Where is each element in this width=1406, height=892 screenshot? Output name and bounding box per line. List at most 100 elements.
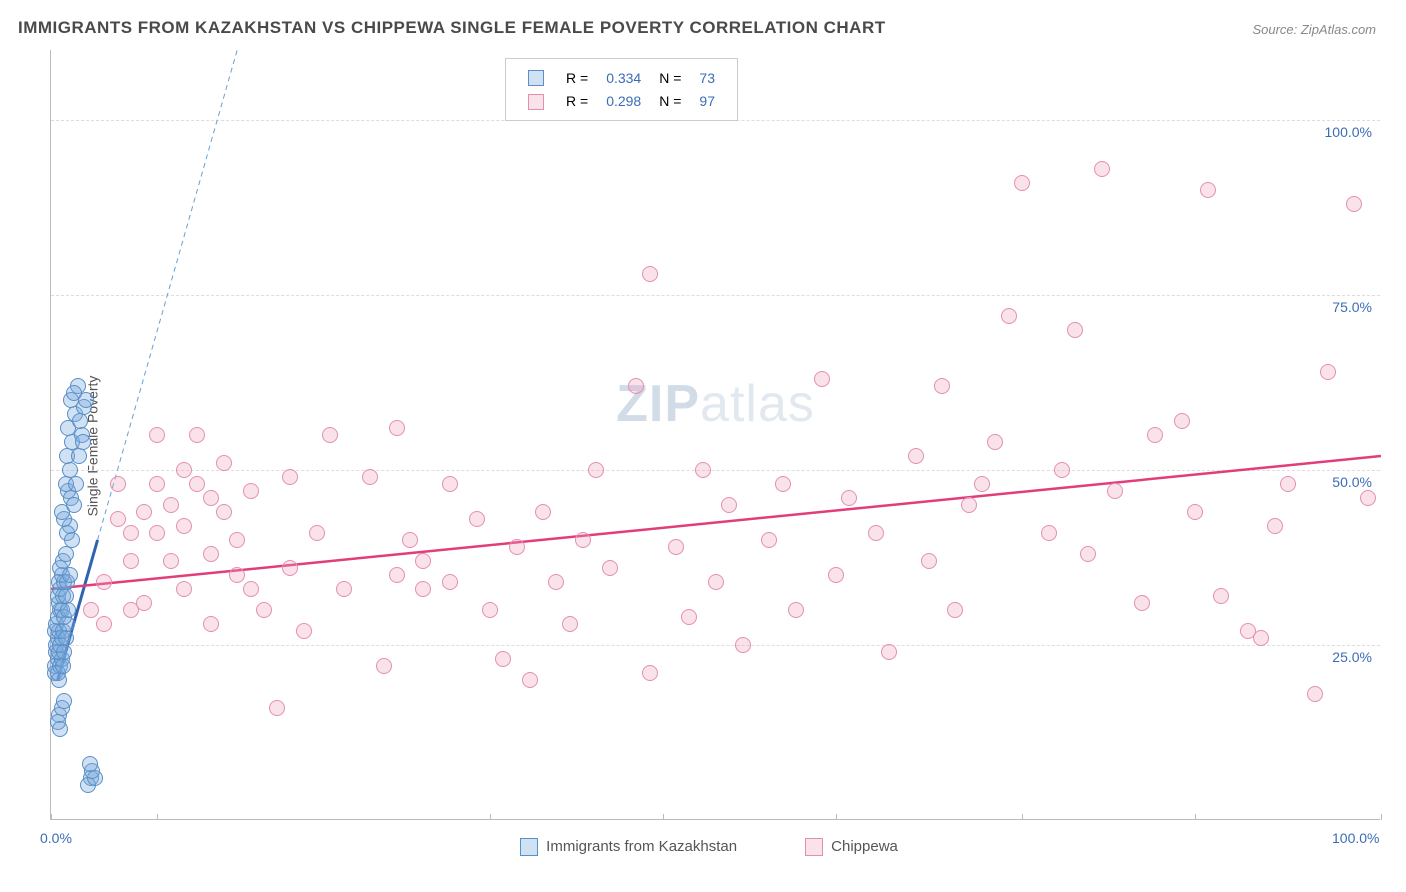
y-tick-label: 75.0%: [1332, 299, 1372, 315]
point-chippewa: [841, 490, 857, 506]
point-chippewa: [1346, 196, 1362, 212]
point-chippewa: [495, 651, 511, 667]
chart-title: IMMIGRANTS FROM KAZAKHSTAN VS CHIPPEWA S…: [18, 18, 886, 38]
point-chippewa: [1280, 476, 1296, 492]
point-chippewa: [362, 469, 378, 485]
point-chippewa: [389, 567, 405, 583]
point-chippewa: [149, 476, 165, 492]
gridline-h: [51, 295, 1380, 296]
gridline-v: [490, 814, 491, 820]
point-chippewa: [588, 462, 604, 478]
point-chippewa: [1307, 686, 1323, 702]
point-chippewa: [947, 602, 963, 618]
point-chippewa: [1200, 182, 1216, 198]
n-label: N =: [651, 67, 689, 88]
swatch-chippewa-icon: [805, 838, 823, 856]
point-kazakhstan: [68, 476, 84, 492]
point-chippewa: [681, 609, 697, 625]
point-chippewa: [415, 553, 431, 569]
r-label: R =: [558, 90, 596, 111]
trend-chippewa: [51, 456, 1381, 589]
gridline-v: [836, 814, 837, 820]
point-chippewa: [828, 567, 844, 583]
n-value-chippewa: 97: [691, 90, 723, 111]
point-chippewa: [203, 616, 219, 632]
point-chippewa: [189, 476, 205, 492]
point-chippewa: [1054, 462, 1070, 478]
point-chippewa: [1213, 588, 1229, 604]
point-chippewa: [203, 490, 219, 506]
point-chippewa: [163, 497, 179, 513]
point-chippewa: [1360, 490, 1376, 506]
point-chippewa: [602, 560, 618, 576]
gridline-v: [1195, 814, 1196, 820]
point-kazakhstan: [66, 497, 82, 513]
point-chippewa: [814, 371, 830, 387]
point-chippewa: [389, 420, 405, 436]
point-chippewa: [695, 462, 711, 478]
swatch-kazakhstan-icon: [520, 838, 538, 856]
correlation-table: R = 0.334 N = 73 R = 0.298 N = 97: [518, 65, 725, 114]
n-label: N =: [651, 90, 689, 111]
point-chippewa: [229, 532, 245, 548]
gridline-h: [51, 470, 1380, 471]
point-chippewa: [987, 434, 1003, 450]
point-chippewa: [1107, 483, 1123, 499]
point-chippewa: [735, 637, 751, 653]
bottom-legend-kazakhstan: Immigrants from Kazakhstan: [520, 838, 737, 856]
trend-overlay: [51, 50, 1381, 820]
point-chippewa: [881, 644, 897, 660]
point-chippewa: [96, 574, 112, 590]
point-kazakhstan: [62, 567, 78, 583]
point-chippewa: [96, 616, 112, 632]
point-kazakhstan: [56, 644, 72, 660]
point-chippewa: [908, 448, 924, 464]
swatch-chippewa-icon: [528, 94, 544, 110]
point-chippewa: [482, 602, 498, 618]
legend-row-chippewa: R = 0.298 N = 97: [520, 90, 723, 111]
point-chippewa: [282, 469, 298, 485]
series-name-kazakhstan: Immigrants from Kazakhstan: [546, 838, 737, 855]
point-chippewa: [123, 553, 139, 569]
point-chippewa: [189, 427, 205, 443]
point-chippewa: [442, 476, 458, 492]
point-chippewa: [1267, 518, 1283, 534]
point-chippewa: [788, 602, 804, 618]
swatch-kazakhstan-icon: [528, 70, 544, 86]
point-chippewa: [176, 518, 192, 534]
point-chippewa: [216, 455, 232, 471]
point-chippewa: [336, 581, 352, 597]
point-chippewa: [322, 427, 338, 443]
point-chippewa: [136, 504, 152, 520]
point-kazakhstan: [64, 532, 80, 548]
point-chippewa: [642, 665, 658, 681]
point-kazakhstan: [58, 546, 74, 562]
gridline-v: [663, 814, 664, 820]
point-chippewa: [628, 378, 644, 394]
point-chippewa: [163, 553, 179, 569]
point-kazakhstan: [75, 434, 91, 450]
gridline-v: [51, 814, 52, 820]
point-chippewa: [203, 546, 219, 562]
point-chippewa: [921, 553, 937, 569]
watermark: ZIPatlas: [616, 374, 815, 434]
r-value-kazakhstan: 0.334: [598, 67, 649, 88]
point-chippewa: [243, 581, 259, 597]
point-chippewa: [1147, 427, 1163, 443]
point-chippewa: [1041, 525, 1057, 541]
source-label: Source: ZipAtlas.com: [1252, 22, 1376, 37]
point-chippewa: [548, 574, 564, 590]
point-kazakhstan: [52, 721, 68, 737]
point-chippewa: [1067, 322, 1083, 338]
point-chippewa: [309, 525, 325, 541]
point-chippewa: [535, 504, 551, 520]
gridline-v: [1022, 814, 1023, 820]
point-chippewa: [149, 427, 165, 443]
series-name-chippewa: Chippewa: [831, 838, 898, 855]
point-chippewa: [974, 476, 990, 492]
point-kazakhstan: [58, 588, 74, 604]
point-chippewa: [136, 595, 152, 611]
plot-area: ZIPatlas 25.0%50.0%75.0%100.0%: [50, 50, 1380, 820]
point-kazakhstan: [60, 602, 76, 618]
point-chippewa: [376, 658, 392, 674]
